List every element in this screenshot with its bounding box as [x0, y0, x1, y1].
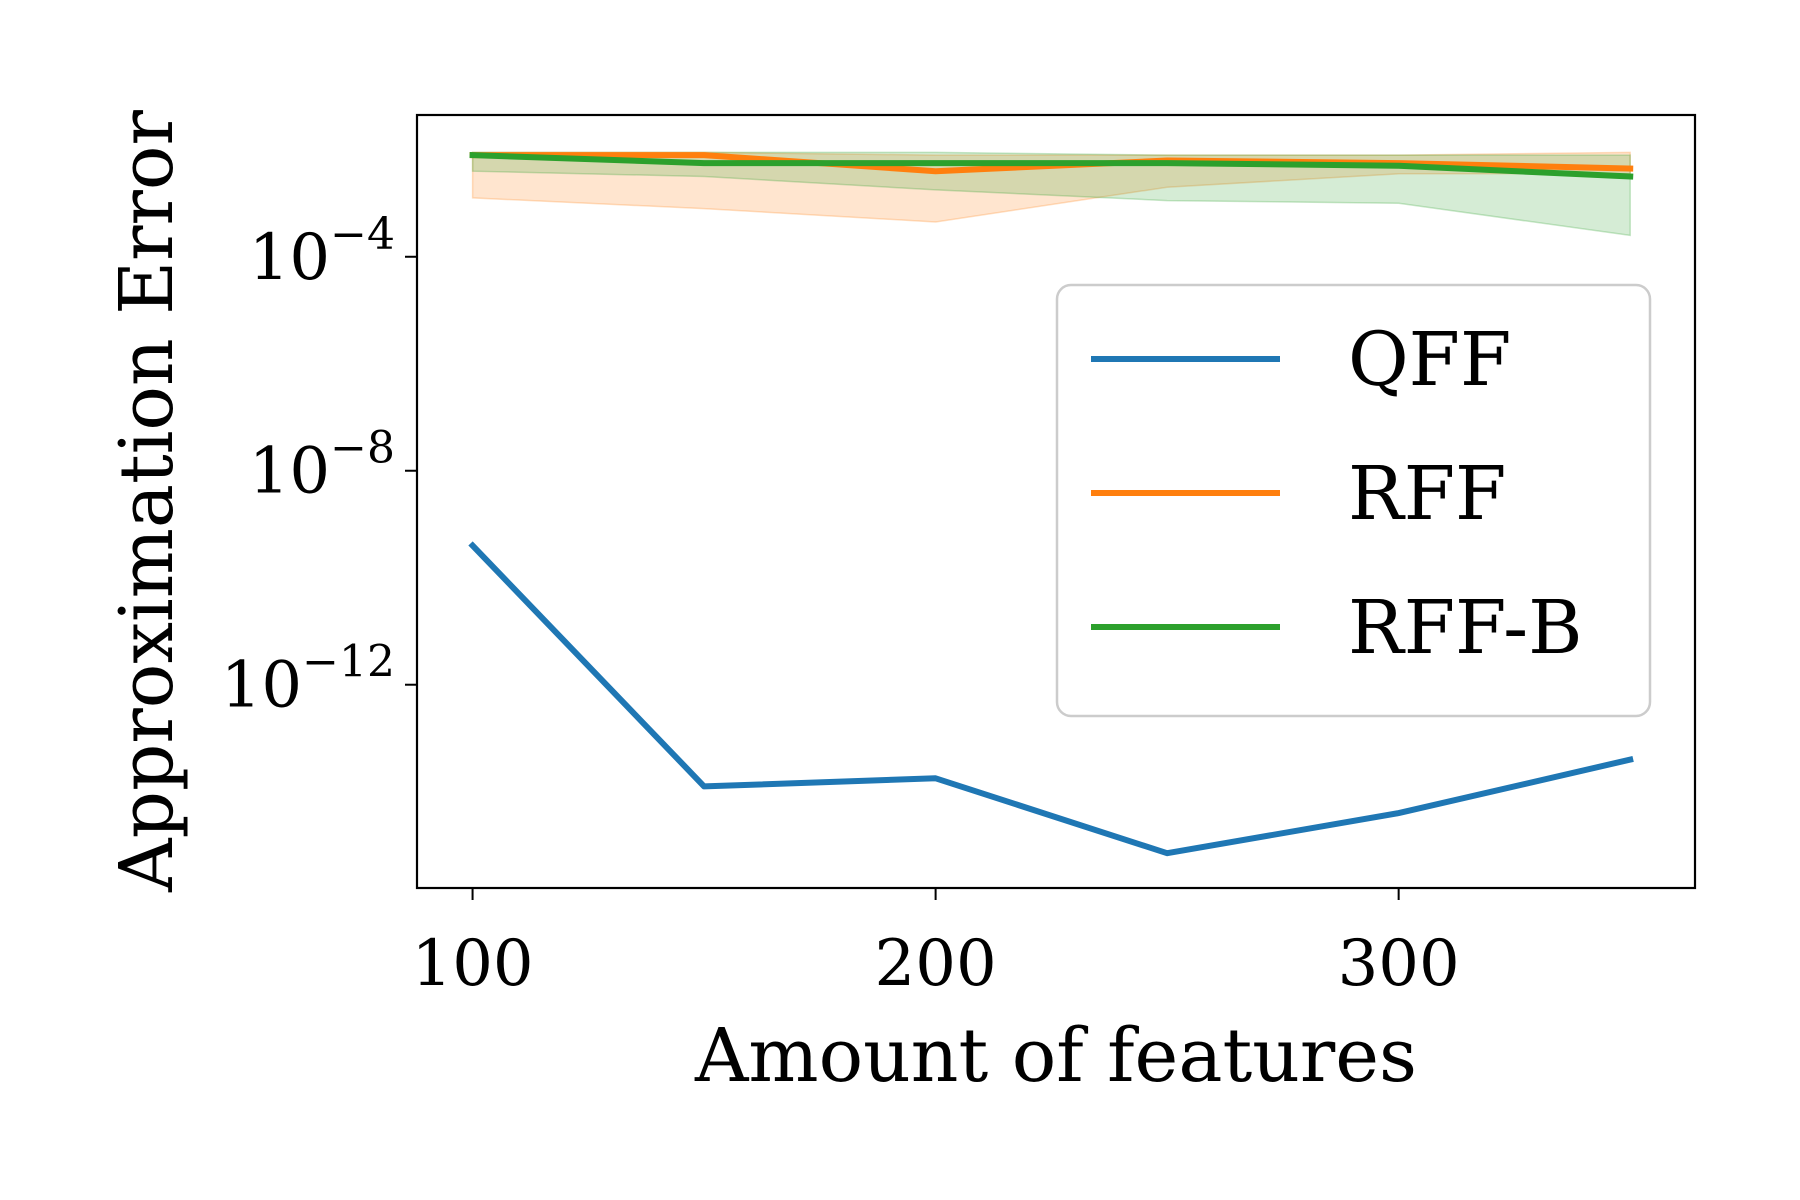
y-tick-label: 10−8 — [249, 423, 395, 509]
x-tick-label: 100 — [411, 927, 533, 1001]
legend-label-rff: RFF — [1348, 451, 1506, 537]
legend-label-qff: QFF — [1348, 317, 1511, 403]
plot-frame — [415, 113, 1697, 890]
x-tick-label: 200 — [875, 927, 997, 1001]
y-axis-ticks: 10−4 10−8 10−12 — [221, 209, 417, 723]
band-rff-b — [471, 151, 1631, 237]
x-axis-ticks: 100 200 300 — [411, 888, 1460, 1001]
y-tick-label: 10−4 — [249, 209, 395, 295]
series-lines — [468, 151, 1634, 857]
y-tick-label: 10−12 — [221, 637, 395, 723]
x-tick-label: 300 — [1338, 927, 1460, 1001]
series-line-qff — [468, 541, 1634, 857]
series-line-rff-b — [469, 151, 1634, 180]
confidence-bands — [471, 151, 1631, 237]
y-axis-label: Approximation Error — [104, 110, 190, 893]
legend-box — [1055, 283, 1652, 718]
legend-label-rff-b: RFF-B — [1348, 585, 1582, 671]
x-axis-label: Amount of features — [694, 1013, 1417, 1099]
legend: QFF RFF RFF-B — [1055, 283, 1652, 718]
